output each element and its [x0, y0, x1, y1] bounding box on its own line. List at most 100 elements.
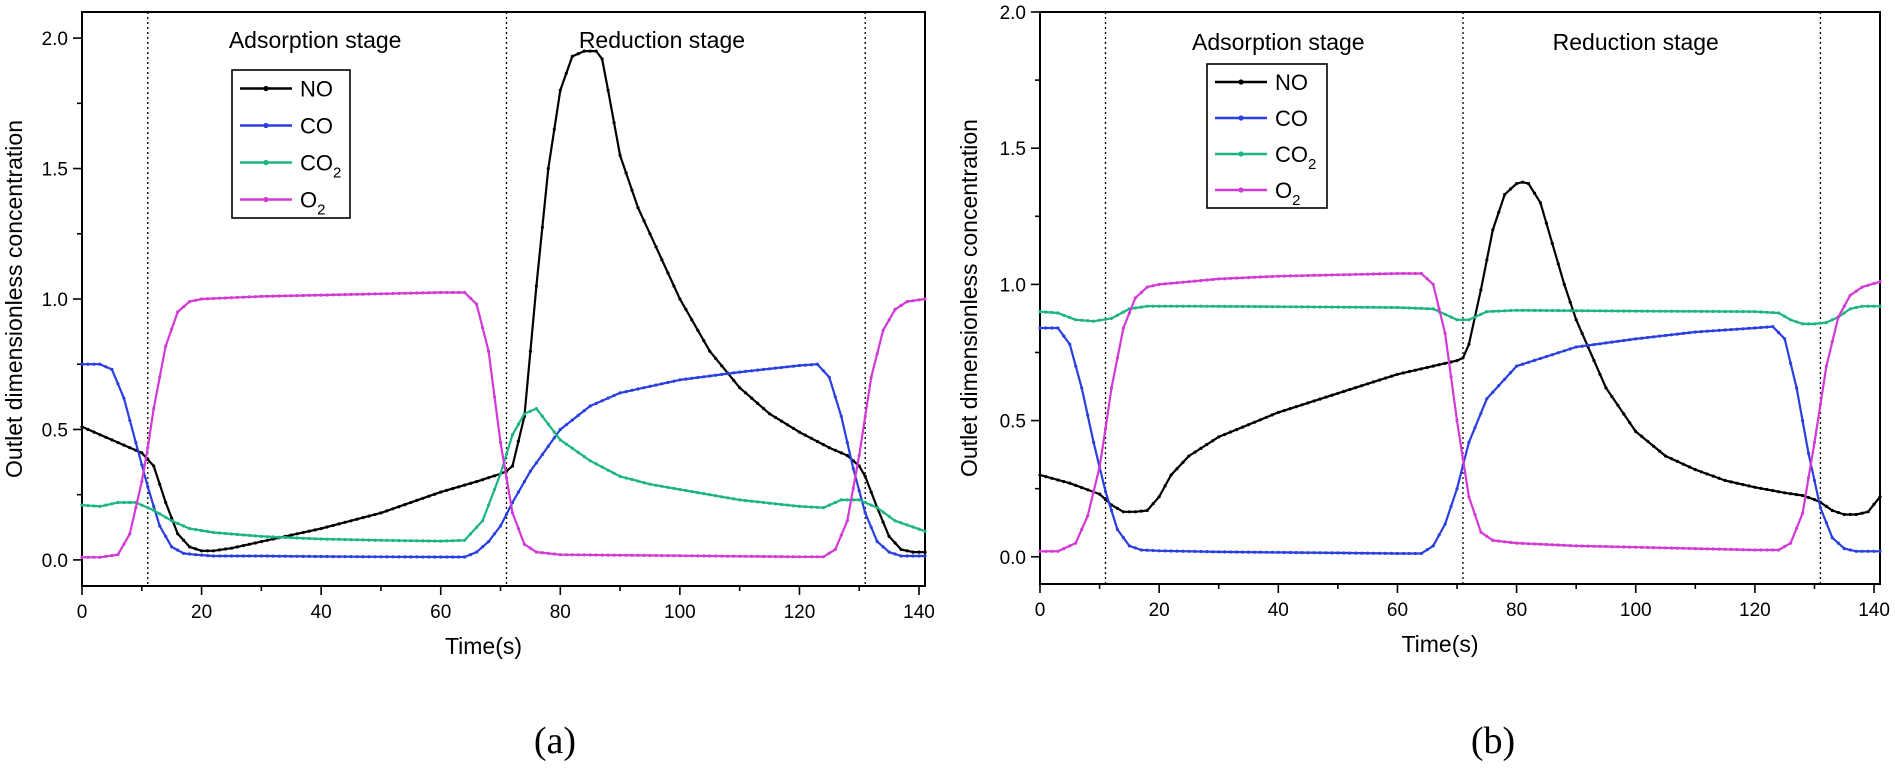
- data-point: [439, 555, 443, 559]
- data-point: [624, 171, 628, 175]
- data-point: [463, 555, 467, 559]
- data-point: [1246, 550, 1251, 554]
- data-point: [1318, 551, 1322, 555]
- data-point: [1812, 322, 1817, 326]
- data-point: [845, 498, 849, 502]
- data-point: [1282, 408, 1286, 413]
- data-point: [1109, 386, 1114, 390]
- legend-marker: [263, 159, 269, 166]
- data-point: [1532, 542, 1537, 546]
- legend-box: [231, 69, 351, 219]
- data-point: [445, 539, 449, 543]
- data-point: [516, 490, 521, 494]
- data-point: [247, 533, 251, 538]
- data-point: [1312, 399, 1316, 403]
- data-point: [773, 502, 778, 506]
- data-point: [492, 395, 497, 399]
- data-point: [259, 554, 263, 558]
- data-point: [881, 510, 885, 514]
- data-point: [821, 555, 826, 559]
- series-co2: [80, 407, 927, 543]
- data-point: [636, 479, 640, 483]
- data-point: [1336, 273, 1340, 277]
- data-point: [1461, 318, 1465, 322]
- data-point: [1157, 549, 1161, 553]
- data-point: [1753, 485, 1757, 489]
- legend-label-text: NO: [1275, 70, 1308, 95]
- data-point: [516, 422, 521, 426]
- data-point: [1860, 304, 1864, 308]
- data-point: [1646, 335, 1650, 340]
- data-point: [1532, 308, 1537, 312]
- data-point: [1509, 540, 1513, 545]
- data-point: [833, 448, 837, 452]
- data-point: [606, 396, 610, 400]
- data-point: [235, 295, 239, 299]
- data-point: [1634, 337, 1638, 341]
- data-point: [869, 375, 873, 379]
- data-point: [1312, 273, 1316, 277]
- data-point: [319, 537, 323, 541]
- data-point: [1759, 310, 1763, 314]
- data-point: [744, 554, 748, 558]
- data-point: [313, 554, 317, 559]
- data-point: [176, 521, 180, 526]
- data-point: [887, 550, 891, 554]
- data-point: [528, 409, 533, 413]
- data-point: [211, 296, 216, 301]
- legend-label-text: CO: [1275, 106, 1308, 131]
- data-point: [738, 498, 742, 502]
- data-point: [295, 554, 299, 558]
- data-point: [762, 500, 766, 505]
- legend-label-subscript: 2: [333, 165, 341, 182]
- x-tick-label: 40: [1268, 600, 1289, 621]
- data-point: [1419, 367, 1423, 371]
- x-tick-label: 20: [1149, 600, 1170, 621]
- data-point: [1264, 305, 1268, 309]
- data-point: [265, 554, 269, 558]
- data-point: [295, 294, 299, 298]
- data-point: [744, 391, 748, 395]
- data-point: [1628, 421, 1632, 425]
- data-point: [1848, 548, 1852, 552]
- data-point: [229, 296, 234, 300]
- data-point: [1771, 548, 1775, 552]
- x-tick-label: 140: [903, 602, 935, 623]
- legend-label-co: CO: [1275, 106, 1308, 131]
- data-point: [439, 539, 443, 543]
- x-tick-label: 80: [1506, 600, 1527, 621]
- data-point: [1640, 309, 1644, 313]
- data-point: [1425, 307, 1429, 311]
- data-point: [1407, 271, 1411, 276]
- data-point: [373, 538, 377, 542]
- data-point: [582, 409, 586, 413]
- data-point: [1086, 514, 1090, 518]
- data-point: [708, 374, 712, 378]
- data-point: [1622, 338, 1626, 343]
- data-point: [1378, 305, 1382, 309]
- data-point: [869, 490, 873, 494]
- data-point: [1455, 359, 1459, 363]
- data-point: [821, 506, 826, 510]
- data-point: [827, 446, 831, 450]
- data-point: [899, 547, 903, 552]
- data-point: [1526, 360, 1531, 364]
- data-point: [164, 534, 168, 539]
- data-point: [182, 524, 186, 528]
- y-tick-label: 1.0: [1000, 275, 1026, 296]
- data-point: [1443, 361, 1447, 365]
- data-point: [1854, 289, 1858, 293]
- data-point: [726, 496, 730, 500]
- data-point: [1479, 530, 1483, 534]
- data-point: [708, 493, 712, 497]
- data-point: [110, 438, 114, 442]
- data-point: [217, 548, 222, 552]
- data-point: [182, 551, 186, 556]
- data-point: [1598, 309, 1602, 313]
- data-point: [1127, 544, 1131, 548]
- data-point: [194, 528, 198, 532]
- data-point: [1848, 512, 1852, 517]
- data-point: [630, 388, 634, 392]
- data-point: [1187, 549, 1191, 553]
